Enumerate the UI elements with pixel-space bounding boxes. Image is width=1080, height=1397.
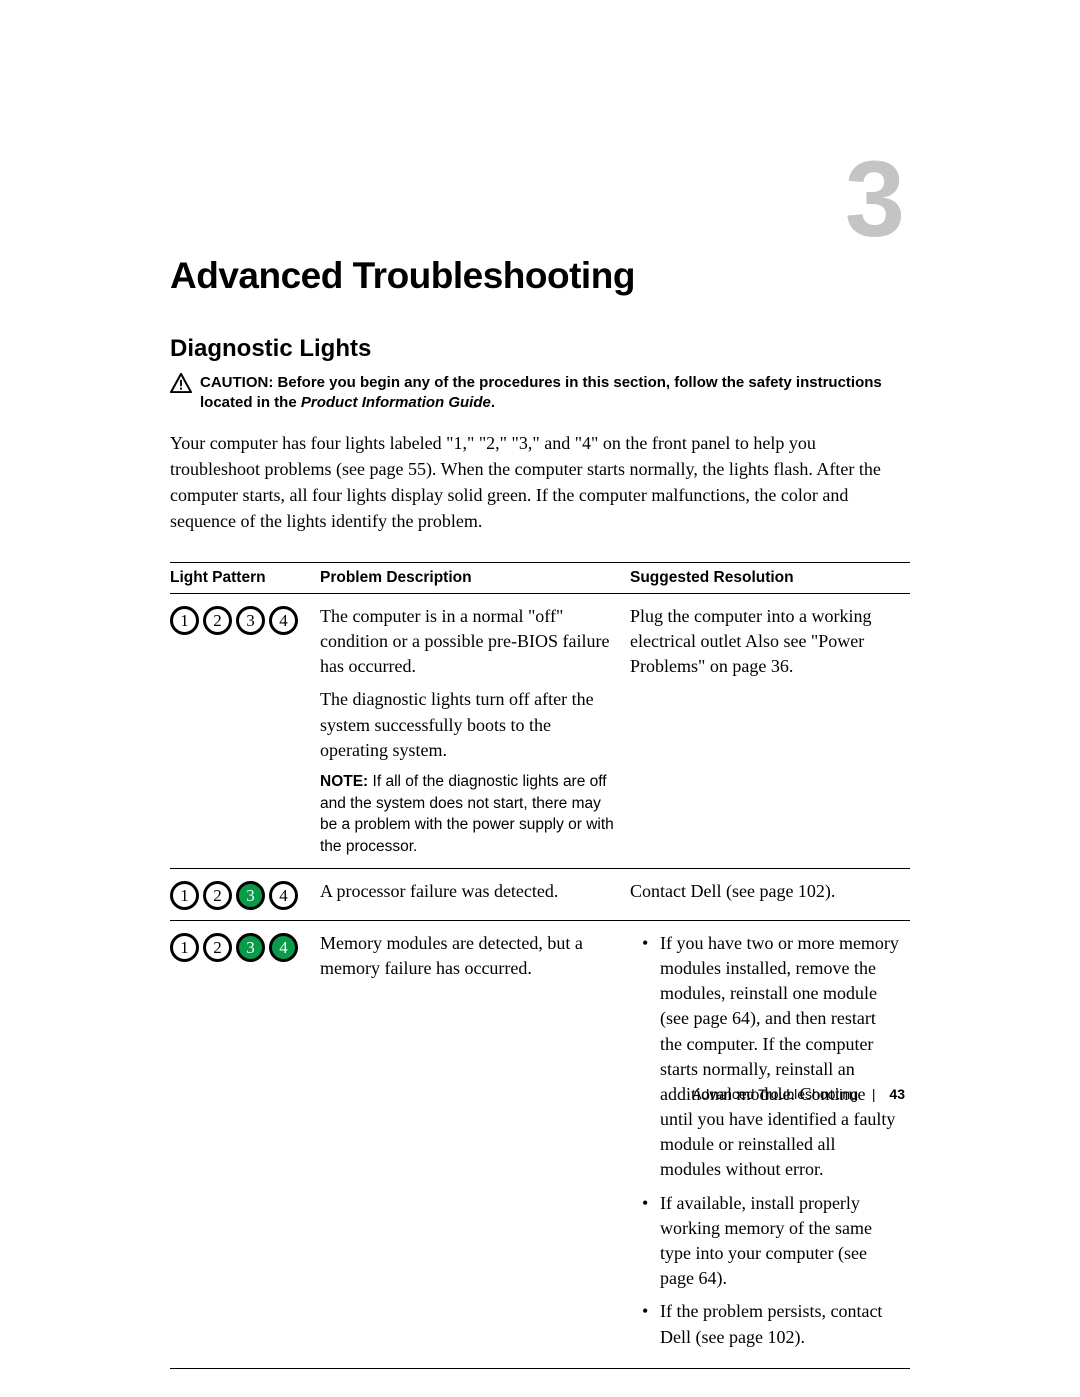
- table-row: 1 2 3 4 The computer is in a normal "off…: [170, 593, 910, 868]
- desc-paragraph: The computer is in a normal "off" condit…: [320, 604, 620, 680]
- cell-problem-description: Memory modules are detected, but a memor…: [320, 920, 630, 1368]
- caution-block: CAUTION: Before you begin any of the pro…: [170, 373, 910, 414]
- document-page: 3 Advanced Troubleshooting Diagnostic Li…: [0, 0, 1080, 1397]
- list-item: If available, install properly working m…: [646, 1191, 900, 1292]
- diagnostic-light-4: 4: [269, 881, 298, 910]
- diagnostic-light-2: 2: [203, 933, 232, 962]
- footer-separator: |: [872, 1086, 876, 1102]
- note-block: NOTE: If all of the diagnostic lights ar…: [320, 771, 620, 858]
- desc-paragraph: The diagnostic lights turn off after the…: [320, 687, 620, 763]
- resolution-text: Plug the computer into a working electri…: [630, 604, 900, 680]
- intro-paragraph: Your computer has four lights labeled "1…: [170, 430, 910, 534]
- cell-problem-description: A processor failure was detected.: [320, 868, 630, 920]
- list-item: If the problem persists, contact Dell (s…: [646, 1299, 900, 1349]
- cell-light-pattern: 1 2 3 4: [170, 593, 320, 868]
- caution-label: CAUTION:: [200, 374, 273, 391]
- diagnostic-light-3: 3: [236, 933, 265, 962]
- diagnostic-light-4: 4: [269, 606, 298, 635]
- cell-suggested-resolution: Plug the computer into a working electri…: [630, 593, 910, 868]
- chapter-number: 3: [845, 150, 905, 247]
- table-header-row: Light Pattern Problem Description Sugges…: [170, 562, 910, 593]
- cell-light-pattern: 1 2 3 4: [170, 868, 320, 920]
- cell-suggested-resolution: If you have two or more memory modules i…: [630, 920, 910, 1368]
- th-problem-description: Problem Description: [320, 562, 630, 593]
- footer-section-name: Advanced Troubleshooting: [692, 1086, 858, 1102]
- table-row: 1 2 3 4 A processor failure was detected…: [170, 868, 910, 920]
- diagnostic-light-1: 1: [170, 933, 199, 962]
- th-light-pattern: Light Pattern: [170, 562, 320, 593]
- desc-paragraph: Memory modules are detected, but a memor…: [320, 931, 620, 981]
- cell-light-pattern: 1 2 3 4: [170, 920, 320, 1368]
- table-row: 1 2 3 4 Memory modules are detected, but…: [170, 920, 910, 1368]
- caution-italic: Product Information Guide: [301, 394, 491, 411]
- caution-icon: [170, 373, 192, 393]
- th-suggested-resolution: Suggested Resolution: [630, 562, 910, 593]
- page-number: 43: [889, 1086, 905, 1102]
- cell-problem-description: The computer is in a normal "off" condit…: [320, 593, 630, 868]
- diagnostic-light-4: 4: [269, 933, 298, 962]
- diagnostic-light-1: 1: [170, 606, 199, 635]
- desc-paragraph: A processor failure was detected.: [320, 879, 620, 904]
- diagnostic-light-3: 3: [236, 606, 265, 635]
- page-footer: Advanced Troubleshooting | 43: [692, 1086, 905, 1102]
- caution-text: CAUTION: Before you begin any of the pro…: [200, 373, 910, 414]
- resolution-list: If you have two or more memory modules i…: [630, 931, 900, 1350]
- cell-suggested-resolution: Contact Dell (see page 102).: [630, 868, 910, 920]
- diagnostic-light-1: 1: [170, 881, 199, 910]
- note-label: NOTE:: [320, 773, 368, 790]
- resolution-text: Contact Dell (see page 102).: [630, 879, 900, 904]
- diagnostic-lights-table: Light Pattern Problem Description Sugges…: [170, 562, 910, 1369]
- light-pattern-group: 1 2 3 4: [170, 933, 310, 962]
- list-item: If you have two or more memory modules i…: [646, 931, 900, 1183]
- light-pattern-group: 1 2 3 4: [170, 606, 310, 635]
- light-pattern-group: 1 2 3 4: [170, 881, 310, 910]
- caution-trailing: .: [491, 394, 495, 411]
- diagnostic-light-3: 3: [236, 881, 265, 910]
- diagnostic-light-2: 2: [203, 881, 232, 910]
- section-title: Diagnostic Lights: [170, 335, 910, 363]
- diagnostic-light-2: 2: [203, 606, 232, 635]
- chapter-title: Advanced Troubleshooting: [170, 255, 910, 297]
